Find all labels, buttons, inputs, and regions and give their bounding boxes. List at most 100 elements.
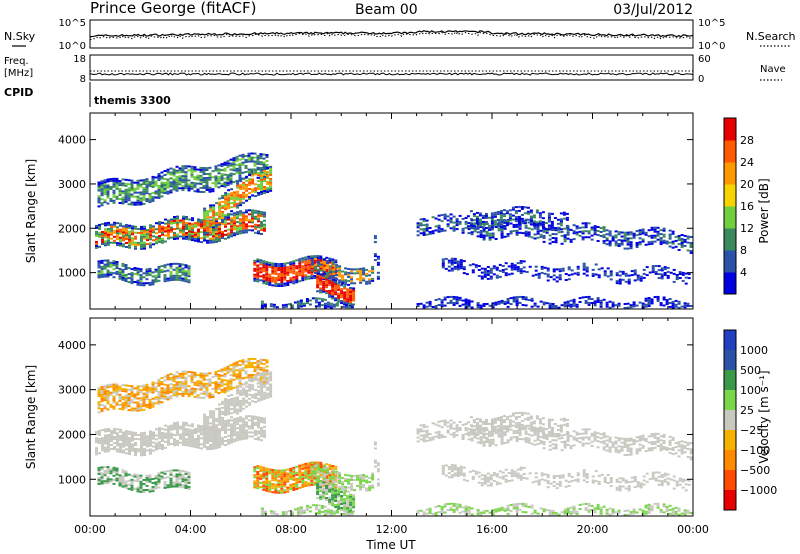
velocity-cell xyxy=(134,431,137,434)
velocity-cell xyxy=(277,491,281,494)
power-cell xyxy=(121,182,125,185)
velocity-cell xyxy=(269,377,273,380)
power-cell xyxy=(182,215,185,218)
power-cell xyxy=(140,247,143,250)
power-cell xyxy=(505,224,509,227)
power-cell xyxy=(179,227,182,230)
power-cell xyxy=(167,225,170,228)
power-cell xyxy=(254,173,258,176)
power-cell xyxy=(527,221,531,224)
power-cell xyxy=(239,194,243,197)
velocity-cell xyxy=(167,435,170,438)
velocity-cell xyxy=(148,401,152,403)
power-cell xyxy=(203,207,207,210)
velocity-cell xyxy=(106,402,110,405)
power-cell xyxy=(311,269,315,272)
power-cell xyxy=(569,240,573,243)
velocity-cell xyxy=(131,433,134,436)
power-cell xyxy=(332,268,336,271)
power-cell xyxy=(662,239,666,242)
power-cell xyxy=(338,279,342,282)
velocity-cell xyxy=(166,374,170,377)
power-cell xyxy=(515,304,519,307)
velocity-cell xyxy=(277,475,281,478)
velocity-cell xyxy=(245,437,248,440)
velocity-cell xyxy=(215,428,219,431)
power-cell xyxy=(220,177,224,180)
velocity-cell xyxy=(107,446,110,449)
velocity-cell xyxy=(151,403,155,406)
velocity-cell xyxy=(172,386,176,389)
power-cell xyxy=(536,232,540,235)
velocity-cell xyxy=(181,486,185,489)
velocity-cell xyxy=(263,375,267,378)
power-cell xyxy=(614,244,618,247)
power-cell xyxy=(104,224,107,227)
velocity-cell xyxy=(131,437,134,440)
power-cell xyxy=(308,299,312,302)
power-cell xyxy=(593,231,597,234)
power-cell xyxy=(320,300,324,303)
power-cell xyxy=(235,163,239,166)
velocity-cell xyxy=(283,483,287,486)
power-cell xyxy=(517,215,521,218)
power-cell xyxy=(431,232,435,235)
velocity-cell xyxy=(233,422,236,425)
power-cell xyxy=(437,218,441,221)
velocity-cell xyxy=(227,409,231,412)
power-cell xyxy=(319,283,323,286)
power-cell xyxy=(143,229,146,232)
power-cell xyxy=(202,191,206,193)
power-cell xyxy=(313,277,317,279)
velocity-cell xyxy=(122,437,125,440)
power-cell xyxy=(298,268,302,271)
power-cell xyxy=(546,267,550,270)
velocity-cell xyxy=(193,389,197,392)
power-cell xyxy=(257,188,261,190)
velocity-cell xyxy=(118,393,122,396)
power-y-ticks: 1000 2000 3000 4000 xyxy=(58,134,86,280)
power-cell xyxy=(209,229,212,232)
power-cell xyxy=(441,260,445,263)
power-cell xyxy=(227,236,230,239)
velocity-cell xyxy=(269,389,273,392)
velocity-cell xyxy=(124,390,128,393)
velocity-cell xyxy=(245,425,248,428)
velocity-cell xyxy=(227,424,230,427)
power-cell xyxy=(299,303,303,306)
power-cell xyxy=(230,202,234,205)
power-cell xyxy=(296,300,300,303)
power-cell xyxy=(359,281,363,284)
power-cell xyxy=(335,274,339,277)
velocity-cell xyxy=(125,444,128,447)
power-cell xyxy=(266,187,270,189)
velocity-cell xyxy=(139,389,143,392)
velocity-cell xyxy=(212,414,216,417)
power-cell xyxy=(497,229,501,232)
velocity-cell xyxy=(188,436,191,439)
power-cell xyxy=(124,192,128,195)
velocity-cell xyxy=(265,485,269,488)
velocity-cell xyxy=(146,441,149,444)
power-cell xyxy=(221,235,224,237)
power-cell xyxy=(269,187,273,190)
power-cell xyxy=(163,274,167,277)
power-cell xyxy=(124,280,128,282)
power-cell xyxy=(202,179,206,182)
power-cell xyxy=(185,237,188,240)
velocity-cell xyxy=(218,429,222,432)
power-cell xyxy=(236,190,240,193)
power-cell xyxy=(178,169,182,172)
power-cell xyxy=(542,230,546,233)
velocity-cell xyxy=(130,480,134,483)
power-cell xyxy=(95,240,98,243)
velocity-cell xyxy=(209,435,212,438)
power-cell xyxy=(100,261,104,264)
power-cell xyxy=(163,280,167,283)
power-cell xyxy=(462,268,466,271)
velocity-cell xyxy=(139,391,143,394)
power-cell xyxy=(350,304,354,307)
power-cell xyxy=(212,204,216,207)
velocity-cell xyxy=(304,468,308,471)
power-cell xyxy=(319,267,323,270)
